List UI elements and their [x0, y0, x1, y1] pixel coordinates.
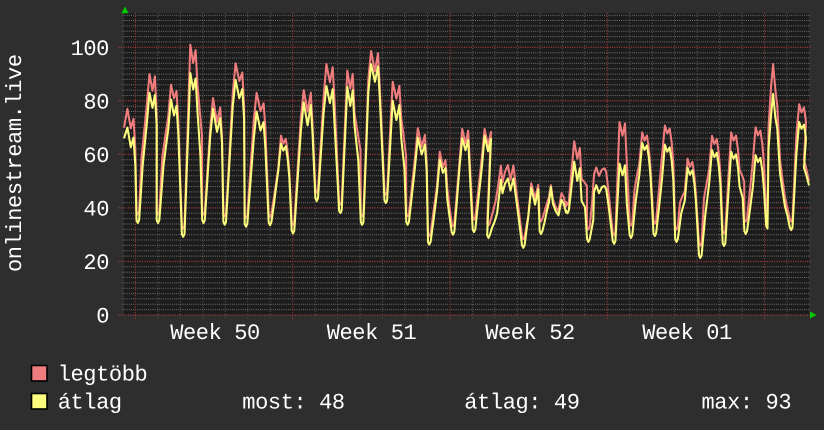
svg-text:Week 50: Week 50	[170, 321, 260, 346]
svg-text:legtöbb: legtöbb	[58, 363, 148, 388]
svg-text:80: 80	[83, 90, 109, 115]
svg-text:most: 48: most: 48	[242, 391, 344, 416]
svg-text:100: 100	[71, 37, 109, 62]
svg-text:átlag: 49: átlag: 49	[464, 391, 579, 416]
svg-text:40: 40	[83, 197, 109, 222]
svg-text:60: 60	[83, 144, 109, 169]
svg-text:0: 0	[96, 305, 109, 330]
svg-text:Week 51: Week 51	[327, 321, 417, 346]
svg-text:átlag: átlag	[58, 391, 122, 416]
svg-text:Week 52: Week 52	[485, 321, 575, 346]
svg-text:Week 01: Week 01	[642, 321, 732, 346]
svg-text:max: 93: max: 93	[702, 391, 792, 416]
svg-text:onlinestream.live: onlinestream.live	[3, 54, 28, 272]
svg-text:20: 20	[83, 251, 109, 276]
